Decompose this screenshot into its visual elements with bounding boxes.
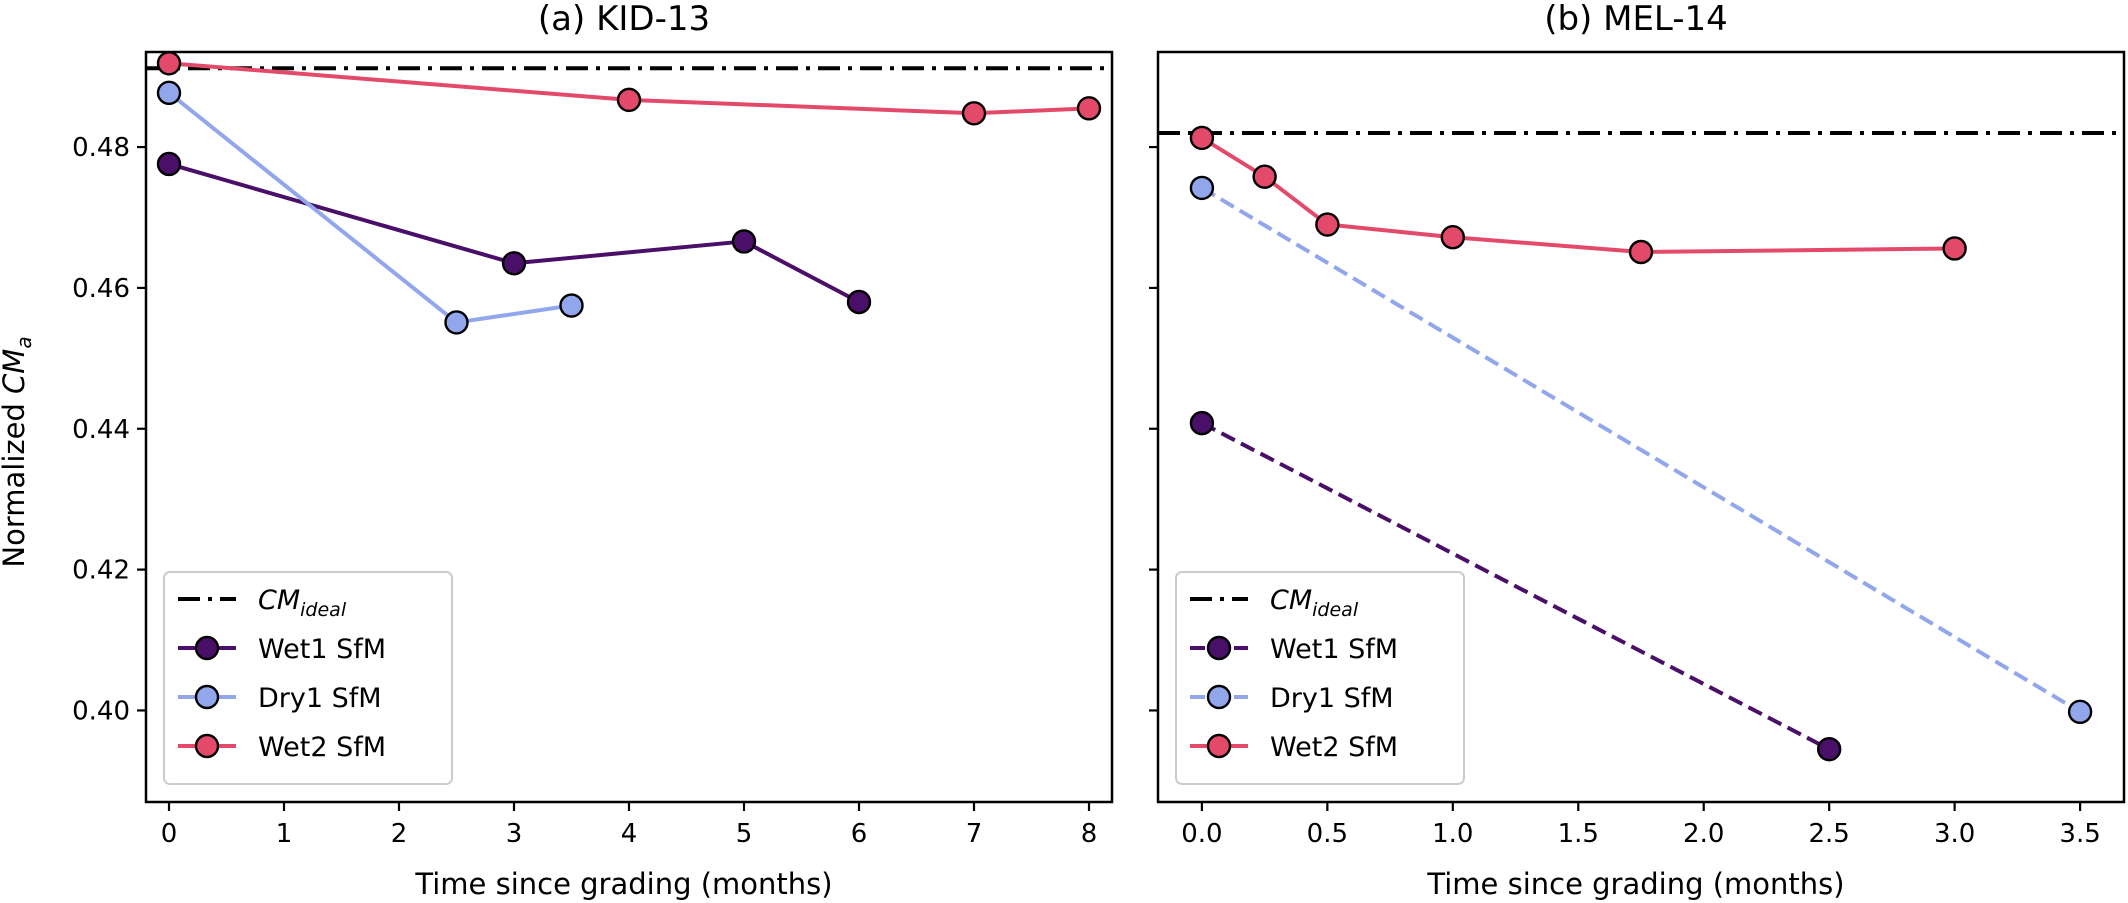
y-tick-label-0-4: 0.40: [72, 696, 130, 726]
data-point-wet1-sfm-x0: [1189, 410, 1215, 436]
legend-swatch-marker-wet2-sfm: [1206, 733, 1232, 759]
series-line-wet1-sfm: [168, 162, 860, 304]
legend-swatch-marker-wet1-sfm: [194, 635, 220, 661]
legend-label-wet2-sfm: Wet2 SfM: [1270, 732, 1398, 763]
x-tick-label-0: 0: [161, 819, 178, 849]
axes-frame: [1156, 50, 2126, 804]
data-point-dry1-sfm-x2-5: [444, 310, 469, 335]
legend-label-dry1-sfm: Dry1 SfM: [258, 683, 382, 714]
legend-swatch-marker-dry1-sfm: [194, 684, 220, 710]
x-tick-label-4: 4: [621, 819, 638, 849]
legend-label-wet1-sfm: Wet1 SfM: [258, 634, 386, 665]
data-point-wet1-sfm-x3: [501, 251, 527, 276]
legend-label-dry1-sfm: Dry1 SfM: [1270, 683, 1394, 714]
x-tick-label-1: 1: [276, 819, 293, 849]
series-line-dry1-sfm: [1200, 186, 2082, 714]
legend-swatch-marker-dry1-sfm: [1206, 684, 1232, 710]
legend: CMideal Wet1 SfM Dry1 SfM Wet2 SfM: [1175, 571, 1465, 785]
data-point-wet1-sfm-x6: [846, 289, 872, 315]
y-axis-label-prefix: Normalized: [0, 394, 31, 568]
y-tick-label-0-46: 0.46: [72, 274, 130, 304]
x-tick-label-6: 6: [851, 819, 868, 849]
x-tick-label-5: 5: [736, 819, 753, 849]
x-tick-label-3: 3.0: [1934, 819, 1975, 849]
x-axis-label: Time since grading (months): [414, 867, 832, 901]
data-point-wet2-sfm-x8: [1076, 96, 1102, 121]
data-point-wet2-sfm-x7: [961, 101, 987, 126]
series-line-wet2-sfm: [168, 61, 1090, 116]
chart-panel-kid13: (a) KID-13 Time since grading (months) 0…: [72, 0, 1114, 901]
data-point-dry1-sfm-x0: [1189, 175, 1215, 201]
data-point-wet2-sfm-x1-75: [1628, 239, 1654, 265]
chart-panel-mel14: (b) MEL-14 Time since grading (months) 0…: [1149, 0, 2126, 901]
x-tick-label-3-5: 3.5: [2059, 819, 2100, 849]
x-tick-label-1: 1.0: [1432, 819, 1473, 849]
chart-title: (b) MEL-14: [1544, 0, 1728, 39]
data-point-wet2-sfm-x3: [1942, 236, 1967, 261]
legend-label-cm-ideal-symbol: CM: [1270, 585, 1312, 616]
x-tick-label-7: 7: [966, 819, 983, 849]
series-line-dry1-sfm: [167, 91, 572, 325]
legend-label-cm-ideal-subscript: ideal: [300, 599, 347, 621]
legend-label-cm-ideal: CMideal: [258, 585, 347, 621]
legend-label-wet2-sfm: Wet2 SfM: [258, 732, 386, 763]
y-axis-label-symbol: CM: [0, 349, 31, 394]
data-point-dry1-sfm-x0: [156, 80, 182, 106]
legend-label-cm-ideal-symbol: CM: [258, 585, 300, 616]
data-point-wet2-sfm-x0-25: [1252, 164, 1277, 189]
legend-swatch-marker-wet2-sfm: [194, 733, 220, 759]
y-axis-label: Normalized CMa: [0, 336, 36, 567]
y-tick-label-0-42: 0.42: [72, 556, 130, 586]
y-tick-label-0-48: 0.48: [72, 133, 130, 163]
data-point-wet1-sfm-x5: [731, 229, 757, 254]
x-tick-label-0-5: 0.5: [1307, 819, 1348, 849]
legend-label-wet1-sfm: Wet1 SfM: [1270, 634, 1398, 665]
data-point-dry1-sfm-x3-5: [559, 293, 584, 318]
x-tick-label-0: 0.0: [1181, 819, 1222, 849]
x-tick-label-2: 2.0: [1683, 819, 1724, 849]
series-line-wet1-sfm: [1200, 421, 1831, 751]
data-point-dry1-sfm-x3-5: [2067, 699, 2093, 725]
x-tick-label-2-5: 2.5: [1809, 819, 1850, 849]
y-axis-label-subscript: a: [12, 336, 36, 348]
legend-label-cm-ideal-subscript: ideal: [1312, 599, 1359, 621]
y-tick-label-0-44: 0.44: [72, 415, 130, 445]
data-point-wet2-sfm-x1: [1440, 225, 1466, 250]
legend: CMideal Wet1 SfM Dry1 SfM Wet2 SfM: [163, 571, 453, 785]
legend-swatch-marker-wet1-sfm: [1206, 635, 1232, 661]
data-point-wet2-sfm-x4: [616, 87, 642, 113]
x-tick-label-8: 8: [1081, 819, 1098, 849]
x-tick-label-2: 2: [391, 819, 408, 849]
legend-label-cm-ideal: CMideal: [1270, 585, 1359, 621]
data-point-wet2-sfm-x0: [1189, 125, 1215, 151]
series-line-wet2-sfm: [1200, 136, 1955, 254]
data-point-wet2-sfm-x0: [156, 51, 182, 76]
data-point-wet1-sfm-x0: [156, 151, 182, 177]
legend-frame: [163, 571, 453, 785]
legend-frame: [1175, 571, 1465, 785]
x-tick-label-1-5: 1.5: [1558, 819, 1599, 849]
chart-title: (a) KID-13: [538, 0, 710, 39]
x-axis-label: Time since grading (months): [1426, 867, 1844, 901]
data-point-wet1-sfm-x2-5: [1816, 736, 1842, 762]
data-point-wet2-sfm-x0-5: [1315, 212, 1340, 237]
x-tick-label-3: 3: [506, 819, 523, 849]
